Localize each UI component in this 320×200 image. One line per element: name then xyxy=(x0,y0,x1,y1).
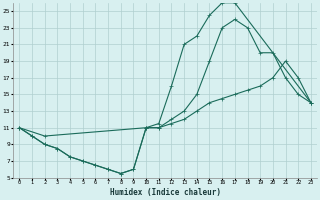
X-axis label: Humidex (Indice chaleur): Humidex (Indice chaleur) xyxy=(110,188,220,197)
